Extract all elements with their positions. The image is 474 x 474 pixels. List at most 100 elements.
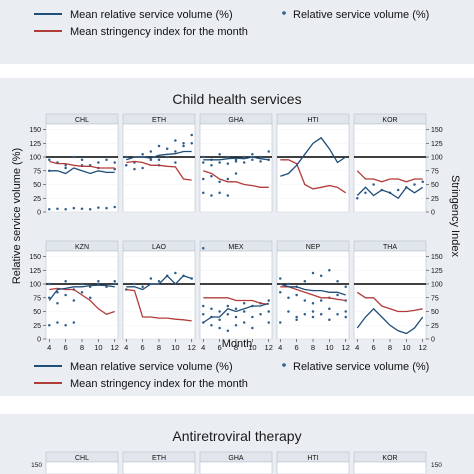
relative-volume-point xyxy=(295,318,298,321)
relative-volume-point xyxy=(64,208,67,211)
y2-tick-label: 125 xyxy=(431,268,443,275)
panel-kzn: KZN 0 25 50 75 100 125 150 4 6 8 10 12 xyxy=(29,240,119,352)
relative-volume-point xyxy=(202,161,205,164)
panel-lao: LAO 4 6 8 10 12 xyxy=(122,240,196,352)
relative-volume-point xyxy=(319,274,323,277)
relative-volume-point xyxy=(56,207,59,210)
relative-volume-point xyxy=(165,155,169,159)
x-tick-label: 4 xyxy=(355,343,359,352)
y2-tick-label: 100 xyxy=(431,282,443,289)
y-tick-label: 50 xyxy=(33,309,41,316)
relative-volume-point xyxy=(287,296,290,299)
relative-volume-point xyxy=(190,142,193,145)
relative-volume-point xyxy=(64,164,67,167)
relative-volume-point xyxy=(259,313,262,316)
relative-volume-point xyxy=(344,315,347,319)
y2-tick-label: 50 xyxy=(431,182,439,189)
relative-volume-point xyxy=(48,296,51,299)
panel-plot-area xyxy=(353,123,427,213)
y-tick-label: 25 xyxy=(33,196,41,203)
y-tick-label: 125 xyxy=(29,268,41,275)
relative-volume-point xyxy=(125,164,128,167)
relative-volume-point xyxy=(218,180,221,183)
relative-volume-point xyxy=(226,194,230,197)
relative-volume-point xyxy=(218,326,221,330)
art-panel-gha: GHA xyxy=(199,451,273,474)
mean-relative-series-line xyxy=(356,307,424,335)
x-tick-label: 10 xyxy=(325,343,333,352)
relative-volume-point xyxy=(113,280,116,283)
y2-tick-label: 150 xyxy=(431,254,443,261)
relative-volume-point xyxy=(226,329,230,332)
relative-volume-point xyxy=(113,205,116,209)
relative-volume-point xyxy=(210,324,213,327)
stringency-series-line xyxy=(126,160,192,181)
x-tick-label: 6 xyxy=(218,343,222,352)
panel-label: NEP xyxy=(306,244,321,251)
relative-volume-point xyxy=(364,191,367,194)
panel-label: ETH xyxy=(152,117,166,124)
panel-label: KOR xyxy=(382,455,397,462)
panel-plot-area xyxy=(122,461,196,474)
panel-hti: HTI xyxy=(276,113,350,213)
relative-volume-point xyxy=(165,147,169,150)
y-tick-label: 100 xyxy=(29,282,41,289)
y-tick-label: 75 xyxy=(33,295,41,302)
relative-volume-point xyxy=(242,155,246,159)
relative-volume-point xyxy=(251,158,254,161)
relative-volume-point xyxy=(279,291,282,294)
relative-volume-point xyxy=(149,277,153,280)
relative-volume-point xyxy=(328,318,331,321)
relative-volume-point xyxy=(218,318,221,321)
relative-volume-point xyxy=(141,166,144,170)
mean-relative-series-line xyxy=(126,150,192,161)
legend-relative-marker xyxy=(282,11,286,15)
stringency-series-line xyxy=(49,160,115,169)
x-tick-label: 10 xyxy=(94,343,102,352)
y-tick-label: 75 xyxy=(33,168,41,175)
legend-mean-relative-label: Mean relative service volume (%) xyxy=(70,361,233,373)
panel-label: KOR xyxy=(382,117,397,124)
relative-volume-point xyxy=(259,160,262,163)
relative-volume-point xyxy=(319,313,323,316)
relative-volume-point xyxy=(251,326,254,330)
mean-relative-series-line xyxy=(48,284,115,301)
relative-volume-point xyxy=(210,307,213,310)
panel-kor: KOR 0 25 50 75 100 125 150 xyxy=(353,113,443,217)
art-title: Antiretroviral therapy xyxy=(172,428,301,444)
stringency-series-line xyxy=(203,170,269,188)
relative-volume-point xyxy=(267,310,270,313)
relative-volume-point xyxy=(226,304,230,308)
relative-volume-point xyxy=(311,310,315,313)
relative-volume-point xyxy=(242,161,246,164)
relative-volume-point xyxy=(141,285,144,288)
panel-label: THA xyxy=(383,244,397,251)
y-tick-label: 0 xyxy=(37,210,41,217)
top-legend-background xyxy=(0,0,474,64)
art-panel-kor: KOR xyxy=(353,451,427,474)
stringency-series-line xyxy=(126,288,192,322)
relative-volume-point xyxy=(234,307,238,310)
relative-volume-point xyxy=(251,315,254,319)
x-tick-label: 8 xyxy=(234,343,238,352)
panel-plot-area xyxy=(122,250,196,340)
relative-volume-point xyxy=(182,144,185,148)
panel-plot-area xyxy=(122,123,196,213)
stringency-series-line xyxy=(280,286,346,302)
panel-gha: GHA xyxy=(199,113,273,213)
panel-plot-area xyxy=(353,461,427,474)
panel-label: GHA xyxy=(228,455,244,462)
relative-volume-point xyxy=(372,183,375,186)
relative-volume-point xyxy=(396,188,400,192)
stringency-series-line xyxy=(203,297,269,306)
relative-volume-point xyxy=(80,282,84,286)
x-tick-label: 12 xyxy=(111,343,119,352)
mean-relative-series-line xyxy=(49,167,115,175)
relative-volume-point xyxy=(234,172,238,175)
relative-volume-point xyxy=(72,206,76,210)
x-tick-label: 8 xyxy=(80,343,84,352)
legend-stringency-label: Mean stringency index for the month xyxy=(70,378,248,390)
relative-volume-point xyxy=(218,161,221,164)
x-tick-label: 6 xyxy=(64,343,68,352)
relative-volume-point xyxy=(48,282,51,286)
